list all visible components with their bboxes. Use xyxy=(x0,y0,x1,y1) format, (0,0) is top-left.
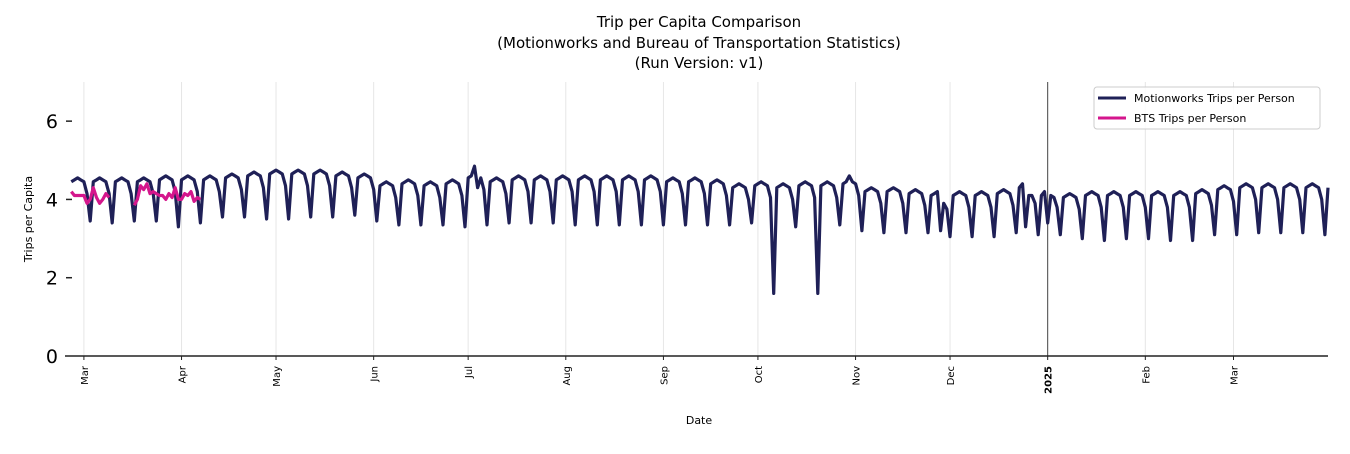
x-tick-label: Mar xyxy=(80,365,91,385)
title-line-2: (Motionworks and Bureau of Transportatio… xyxy=(497,34,901,52)
legend: Motionworks Trips per Person BTS Trips p… xyxy=(1093,86,1321,130)
x-tick-label: Dec xyxy=(946,366,957,385)
x-tick-label: Feb xyxy=(1141,366,1152,384)
series-lines xyxy=(70,164,1330,295)
legend-label-motionworks: Motionworks Trips per Person xyxy=(1134,92,1295,105)
x-axis: Mar Apr May Jun Jul Aug Sep Oct Nov Dec 2025 Feb Mar xyxy=(80,356,1241,394)
legend-box xyxy=(1093,86,1321,130)
y-axis-label: Trips per Capita xyxy=(22,176,35,263)
legend-label-bts: BTS Trips per Person xyxy=(1134,112,1246,125)
title-line-3: (Run Version: v1) xyxy=(635,54,764,72)
x-tick-label: Jul xyxy=(464,366,475,379)
x-tick-label: 2025 xyxy=(1044,366,1055,394)
x-tick-label: Jun xyxy=(370,366,381,383)
x-axis-label: Date xyxy=(686,414,713,427)
x-tick-label: Mar xyxy=(1230,365,1241,385)
chart-title: Trip per Capita Comparison (Motionworks … xyxy=(497,13,901,72)
y-tick-label: 6 xyxy=(46,111,58,133)
title-line-1: Trip per Capita Comparison xyxy=(596,13,801,31)
y-tick-label: 4 xyxy=(46,189,58,211)
y-axis: 0 2 4 6 xyxy=(46,111,72,368)
x-tick-label: Sep xyxy=(659,366,670,385)
series-line-motionworks xyxy=(70,164,1330,295)
x-tick-label: Oct xyxy=(754,366,765,383)
x-tick-label: May xyxy=(272,366,283,387)
y-tick-label: 2 xyxy=(46,268,58,290)
x-tick-label: Nov xyxy=(852,366,863,386)
series-line-bts xyxy=(70,182,202,207)
x-tick-label: Aug xyxy=(562,366,573,386)
y-tick-label: 0 xyxy=(46,346,58,368)
x-tick-label: Apr xyxy=(178,365,189,383)
